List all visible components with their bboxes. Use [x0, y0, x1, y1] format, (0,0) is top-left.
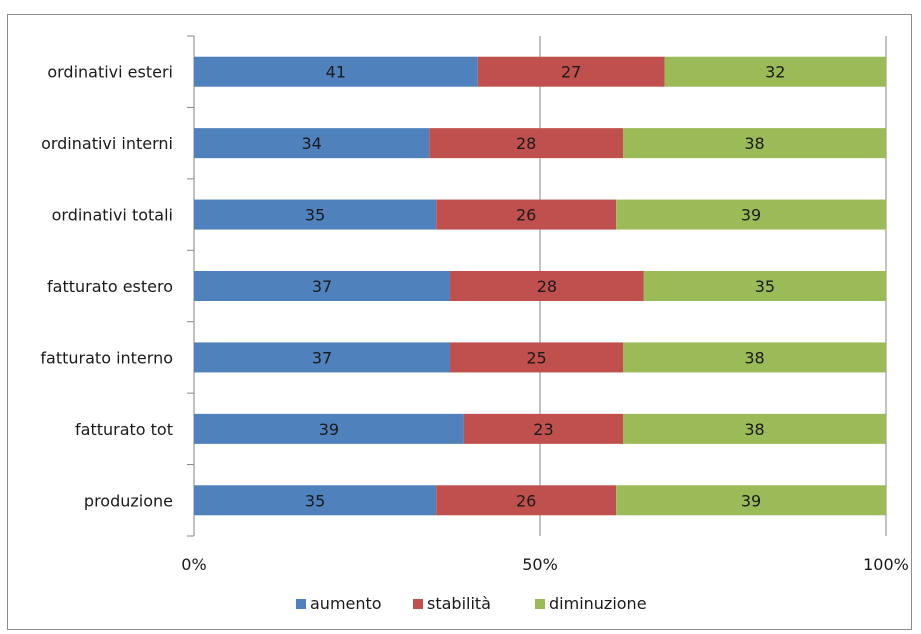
bar-segment [450, 342, 624, 373]
x-tick-label: 0% [181, 555, 206, 574]
data-label: 26 [516, 206, 536, 225]
x-tick-label: 50% [522, 555, 558, 574]
bar-segment [194, 485, 437, 516]
labels: ordinativi esteri 41 27 32 ordinativi intern… [40, 63, 785, 511]
legend-label: stabilità [427, 594, 491, 613]
x-tick-label: 100% [863, 555, 909, 574]
bar-segment [616, 199, 886, 230]
category-label: fatturato interno [40, 348, 173, 367]
bar-segment [194, 56, 478, 87]
data-label: 32 [765, 63, 785, 82]
legend-label: aumento [310, 594, 382, 613]
bar-segment [450, 271, 644, 301]
bar-segment [623, 342, 886, 373]
data-label: 39 [319, 420, 339, 439]
data-label: 39 [741, 491, 761, 510]
bar-segment [194, 199, 437, 230]
data-label: 38 [744, 348, 764, 367]
bar-segment [194, 128, 430, 159]
bar-segment [436, 485, 617, 516]
data-label: 35 [305, 491, 325, 510]
category-label: fatturato tot [75, 420, 173, 439]
legend-swatch [535, 599, 545, 609]
bar-segment [616, 485, 886, 516]
data-label: 34 [301, 134, 321, 153]
data-label: 38 [744, 134, 764, 153]
data-label: 38 [744, 420, 764, 439]
data-label: 35 [755, 277, 775, 296]
data-label: 37 [312, 277, 332, 296]
bar-segment [623, 128, 886, 159]
legend-swatch [413, 599, 423, 609]
bars [194, 56, 886, 516]
bar-segment [623, 413, 886, 444]
bar-segment [477, 56, 665, 87]
bar-segment [429, 128, 624, 159]
bar-segment [664, 56, 886, 87]
data-label: 23 [533, 420, 553, 439]
data-label: 39 [741, 206, 761, 225]
data-label: 27 [561, 63, 581, 82]
data-label: 28 [537, 277, 557, 296]
category-label: fatturato estero [47, 277, 173, 296]
legend: aumento stabilità diminuzione [296, 594, 647, 613]
data-label: 35 [305, 206, 325, 225]
data-label: 26 [516, 491, 536, 510]
data-label: 25 [526, 348, 546, 367]
category-label: ordinativi totali [52, 206, 173, 225]
category-label: ordinativi interni [41, 134, 173, 153]
data-label: 37 [312, 348, 332, 367]
legend-swatch [296, 599, 306, 609]
data-label: 41 [326, 63, 346, 82]
bar-segment [463, 413, 624, 444]
chart-frame [7, 14, 912, 630]
legend-label: diminuzione [549, 594, 647, 613]
bar-segment [436, 199, 617, 230]
bar-segment [194, 413, 464, 444]
category-label: ordinativi esteri [47, 63, 173, 82]
bar-segment [194, 271, 451, 301]
bar-segment [643, 271, 886, 301]
bar-segment [194, 342, 451, 373]
category-label: produzione [84, 491, 173, 510]
data-label: 28 [516, 134, 536, 153]
